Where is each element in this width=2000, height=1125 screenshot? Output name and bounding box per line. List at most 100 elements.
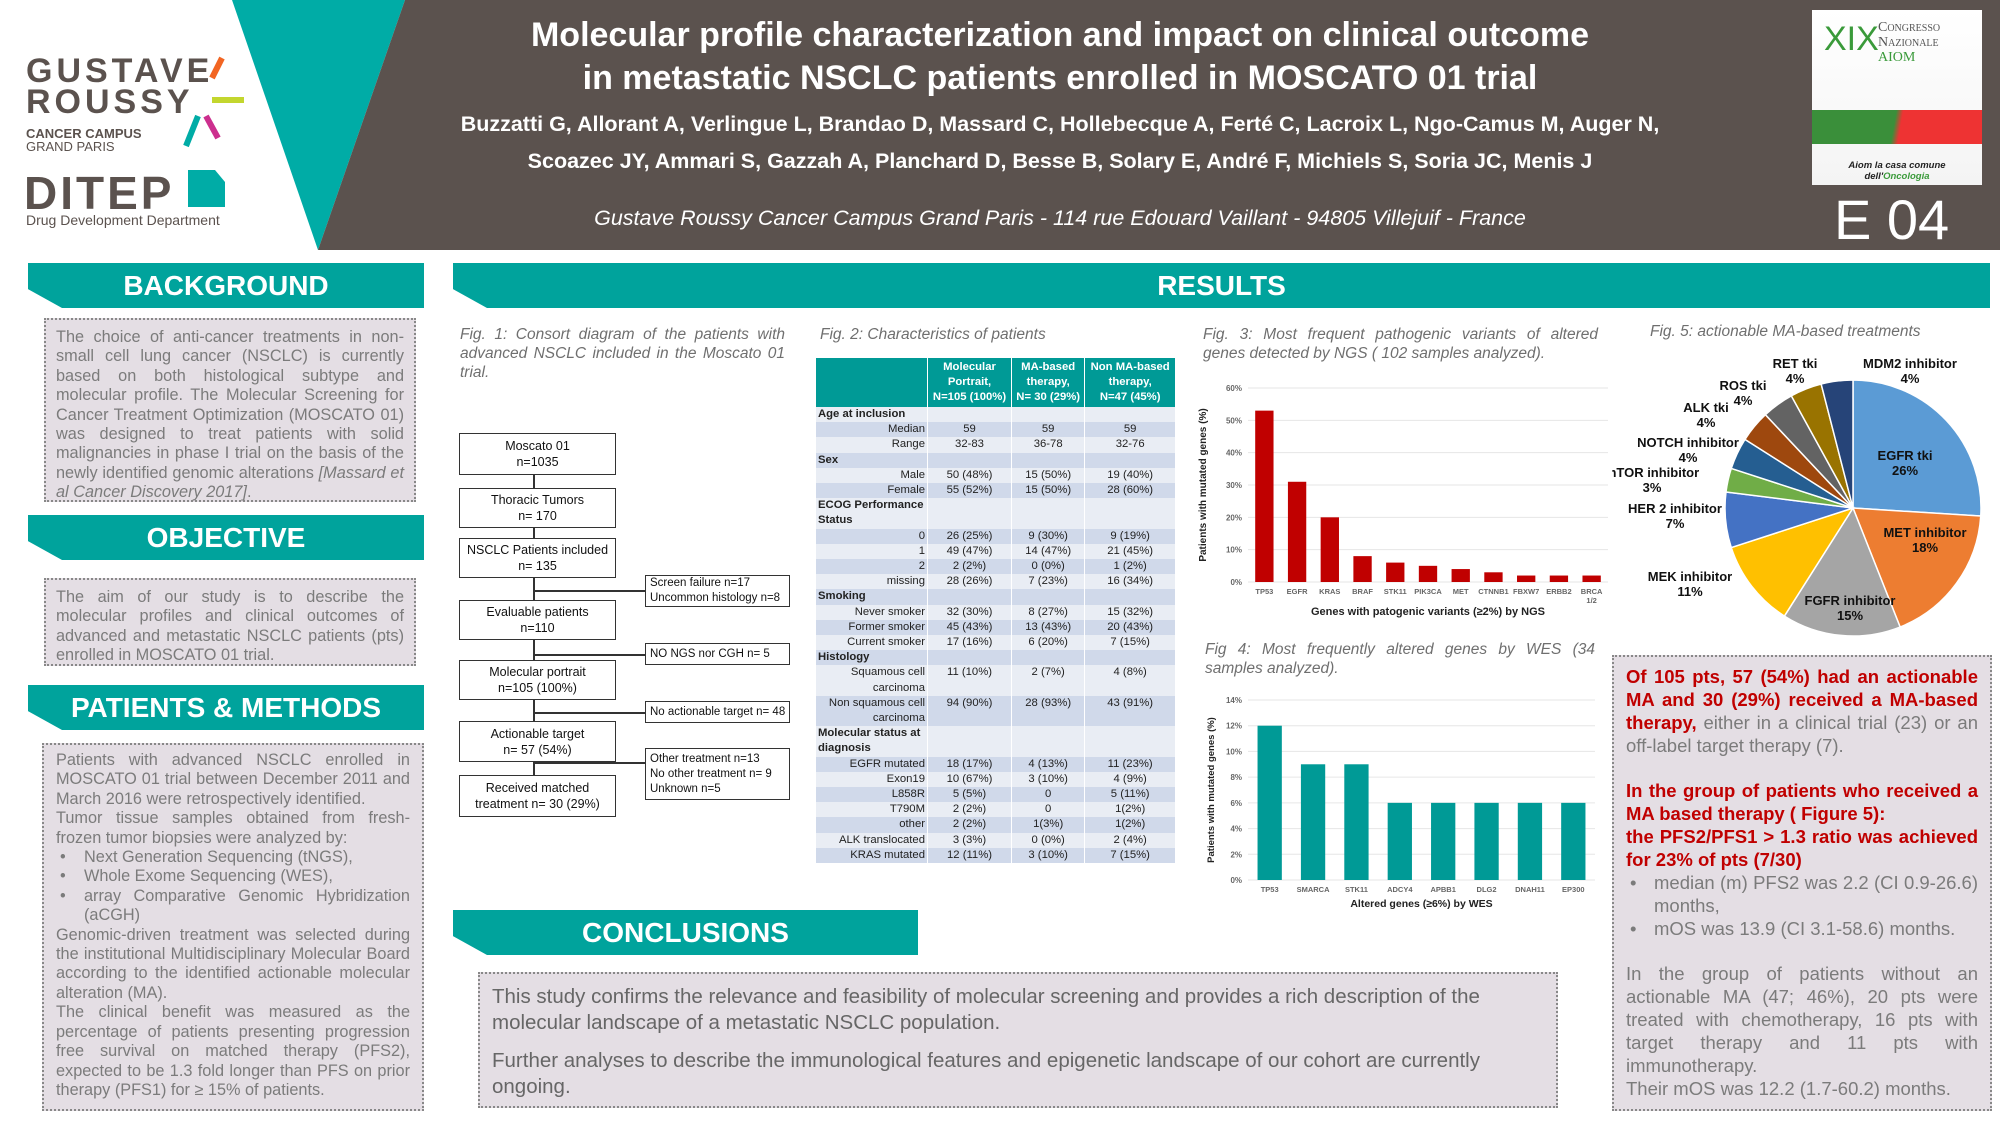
table-cell	[1011, 726, 1085, 757]
table-cell: 0 (0%)	[1011, 832, 1085, 848]
consort-box-line: Moscato 01	[505, 439, 570, 453]
row-label: EGFR mutated	[815, 756, 928, 772]
aiom-congress-logo: XIX Congresso Nazionale AIOM Aiom la casa…	[1812, 10, 1982, 185]
pie-label: RET tki 4%	[1773, 356, 1818, 386]
table-cell	[926, 407, 1012, 423]
results-summary: Of 105 pts, 57 (54%) had an actionable M…	[1612, 655, 1992, 1111]
table-cell	[1011, 650, 1085, 666]
consort-box-line: Thoracic Tumors	[490, 493, 585, 507]
table-cell: 4 (8%)	[1084, 665, 1175, 696]
consort-box-line: Received matched	[485, 781, 590, 795]
row-label: Former smoker	[815, 619, 928, 636]
consort-box-line: Molecular portrait	[489, 665, 586, 679]
table-cell	[1011, 498, 1085, 529]
poster-title-line-2: in metastatic NSCLC patients enrolled in…	[582, 59, 1538, 97]
x-axis-label: Altered genes (≥6%) by WES	[1350, 898, 1492, 910]
table-cell	[1011, 452, 1085, 468]
table-row: Squamous cell carcinoma 11 (10%) 2 (7%) 4 (…	[815, 665, 1175, 696]
table-cell: 2 (7%)	[1011, 665, 1085, 696]
column-header: MA-based therapy, N= 30 (29%)	[1011, 358, 1085, 407]
table-row: L858R 5 (5%) 0 5 (11%)	[815, 787, 1175, 803]
connector-line	[533, 578, 535, 600]
affiliation-address: Gustave Roussy Cancer Campus Grand Paris…	[594, 206, 1526, 230]
bar	[1431, 802, 1456, 880]
bar	[1484, 572, 1503, 582]
bar	[1561, 802, 1586, 880]
bar	[1474, 802, 1499, 880]
row-label: Current smoker	[815, 635, 928, 651]
background-text: The choice of anti-cancer treatments in …	[44, 318, 416, 502]
y-tick-label: 0%	[1230, 578, 1242, 587]
row-label: Molecular status at diagnosis	[815, 726, 928, 757]
table-cell	[1011, 407, 1085, 423]
table-cell: 12 (11%)	[926, 847, 1012, 864]
table-row: Never smoker 32 (30%) 8 (27%) 15 (32%)	[815, 604, 1175, 620]
y-tick-label: 30%	[1226, 481, 1242, 490]
x-tick-label: APBB1	[1430, 885, 1455, 894]
x-tick-label: EGFR	[1287, 587, 1308, 596]
table-cell: 4 (9%)	[1084, 771, 1175, 788]
fig2-caption: Fig. 2: Characteristics of patients	[820, 326, 1046, 343]
fig5-caption: Fig. 5: actionable MA-based treatments	[1650, 323, 1921, 340]
table-row: 1 49 (47%) 14 (47%) 21 (45%)	[815, 543, 1175, 560]
connector-line	[533, 590, 645, 592]
consort-box: NSCLC Patients included n= 135	[459, 538, 616, 578]
x-tick-label: CTNNB1	[1478, 587, 1508, 596]
bar	[1287, 481, 1307, 582]
pie-slice	[1852, 379, 1982, 517]
table-cell: 28 (93%)	[1011, 695, 1085, 727]
consort-box-line: Actionable target	[490, 726, 585, 741]
x-tick-label: ERBB2	[1546, 587, 1571, 596]
consort-box-line: n= 135	[518, 559, 557, 573]
pie-label: ROS tki 4%	[1720, 378, 1767, 408]
table-cell: 2 (4%)	[1084, 832, 1175, 848]
column-header: Molecular Portrait, N=105 (100%)	[926, 358, 1012, 407]
fig1-caption: Fig. 1: Consort diagram of the patients …	[460, 326, 785, 381]
x-tick-label: DLG2	[1477, 885, 1497, 894]
background-heading: BACKGROUND	[28, 263, 424, 308]
consort-box-line: Other treatment n=13	[650, 752, 760, 765]
table-cell: 43 (91%)	[1084, 695, 1175, 727]
row-label: Age at inclusion	[815, 407, 928, 423]
row-label: Range	[815, 437, 928, 453]
y-tick-label: 10%	[1226, 546, 1242, 555]
methods-heading: PATIENTS & METHODS	[28, 685, 424, 730]
x-tick-label: MET	[1453, 587, 1469, 596]
pie-slice	[1851, 507, 1982, 628]
consort-exclusion-box: Screen failure n=17 Uncommon histology n=…	[645, 575, 790, 607]
x-tick-label: ADCY4	[1387, 885, 1413, 894]
pie-slice	[1820, 379, 1854, 509]
table-row: KRAS mutated 12 (11%) 3 (10%) 7 (15%)	[815, 847, 1175, 864]
table-cell	[1084, 452, 1175, 468]
table-cell: 1(2%)	[1084, 817, 1175, 833]
consort-box-line: Uncommon histology n=8	[650, 592, 781, 604]
table-row: Molecular status at diagnosis	[815, 726, 1175, 757]
y-tick-label: 50%	[1226, 416, 1242, 425]
bar	[1582, 575, 1601, 582]
consort-box-line: Screen failure n=17	[650, 577, 751, 589]
table-cell: 9 (19%)	[1084, 528, 1175, 544]
table-row: missing 28 (26%) 7 (23%) 16 (34%)	[815, 574, 1175, 590]
table-cell: 7 (15%)	[1084, 635, 1175, 651]
row-label: other	[815, 817, 928, 833]
table-row: Histology	[815, 650, 1175, 666]
table-cell: 3 (3%)	[926, 832, 1012, 848]
table-cell: 10 (67%)	[926, 771, 1012, 788]
wes-bar-chart: 0% 2% 4% 6% 8% 10% 12% 14% TP53 SMARCA STK11 ADCY4 A…	[1206, 696, 1595, 910]
table-cell: 7 (23%)	[1011, 574, 1085, 590]
table-row: Sex	[815, 452, 1175, 468]
row-label: missing	[815, 574, 928, 590]
consort-box: Molecular portrait n=105 (100%)	[459, 660, 616, 700]
table-cell: 14 (47%)	[1011, 543, 1085, 560]
consort-box-line: n=105 (100%)	[498, 681, 577, 695]
consort-exclusion-box: Other treatment n=13 No other treatment n…	[645, 748, 790, 800]
consort-exclusion-box: NO NGS nor CGH n= 5	[645, 643, 790, 665]
consort-box-line: NSCLC Patients included	[466, 543, 609, 557]
table-row: other 2 (2%) 1(3%) 1(2%)	[815, 817, 1175, 833]
table-cell	[926, 589, 1012, 605]
table-cell	[1084, 726, 1175, 757]
table-cell	[1084, 589, 1175, 605]
y-tick-label: 2%	[1230, 850, 1242, 859]
table-cell: 45 (43%)	[926, 619, 1012, 636]
consort-box-line: n=110	[520, 621, 555, 635]
